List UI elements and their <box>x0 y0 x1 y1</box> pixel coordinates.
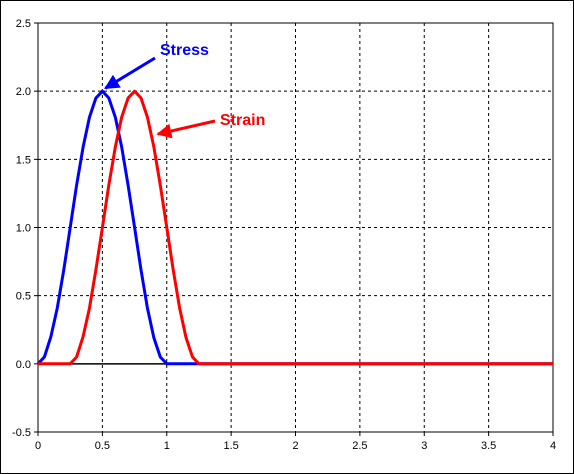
x-tick-label: 1 <box>164 440 170 452</box>
tick-labels: 0 0.5 1 1.5 2 2.5 3 3.5 4 2.5 2.0 1.5 1.0 0.5 0.0 -0.5 <box>12 18 556 452</box>
x-tick-label: 2.5 <box>352 440 367 452</box>
series-lines <box>36 89 553 366</box>
strain-arrow <box>156 119 216 139</box>
x-tick-label: 1.5 <box>223 440 238 452</box>
x-tick-label: 3 <box>421 440 427 452</box>
stress-label: Stress <box>160 42 209 59</box>
strain-label: Strain <box>220 112 265 129</box>
x-tick-label: 0.5 <box>95 440 110 452</box>
x-tick-label: 3.5 <box>481 440 496 452</box>
y-tick-label: -0.5 <box>12 427 31 439</box>
x-tick-label: 0 <box>35 440 41 452</box>
y-tick-label: 0.5 <box>16 291 31 303</box>
x-tick-label: 2 <box>292 440 298 452</box>
y-tick-label: 2.5 <box>16 18 31 30</box>
y-tick-label: 0.0 <box>16 359 31 371</box>
y-tick-label: 1.0 <box>16 223 31 235</box>
series-strain-line <box>38 89 553 366</box>
x-tick-label: 4 <box>550 440 556 452</box>
y-tick-label: 1.5 <box>16 154 31 166</box>
y-tick-label: 2.0 <box>16 86 31 98</box>
annotations: Stress Strain <box>104 42 265 139</box>
stress-arrow <box>104 56 156 90</box>
